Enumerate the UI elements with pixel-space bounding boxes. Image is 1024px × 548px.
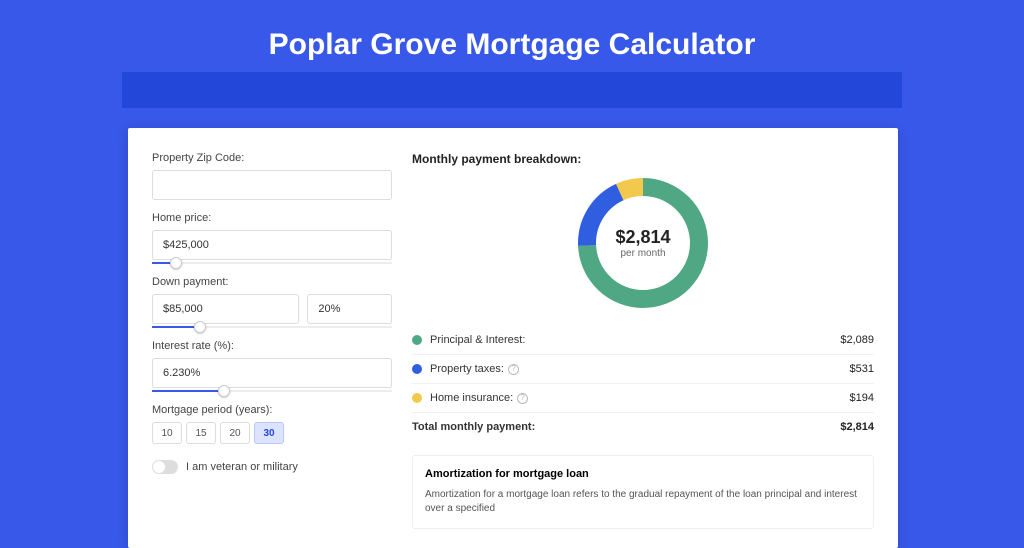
donut-sub: per month bbox=[620, 248, 665, 259]
total-label: Total monthly payment: bbox=[412, 421, 840, 433]
legend-value: $531 bbox=[850, 363, 874, 375]
period-option-15[interactable]: 15 bbox=[186, 422, 216, 444]
zip-label: Property Zip Code: bbox=[152, 152, 392, 164]
legend-value: $194 bbox=[850, 392, 874, 404]
down-payment-amount-input[interactable] bbox=[152, 294, 299, 324]
calculator-card: Property Zip Code: Home price: Down paym… bbox=[128, 128, 898, 548]
legend-label: Principal & Interest: bbox=[430, 334, 840, 346]
veteran-label: I am veteran or military bbox=[186, 461, 298, 473]
info-icon[interactable]: ? bbox=[508, 364, 519, 375]
period-label: Mortgage period (years): bbox=[152, 404, 392, 416]
amortization-title: Amortization for mortgage loan bbox=[425, 468, 861, 480]
down-payment-label: Down payment: bbox=[152, 276, 392, 288]
down-payment-slider[interactable] bbox=[152, 326, 392, 328]
total-row: Total monthly payment: $2,814 bbox=[412, 413, 874, 441]
down-payment-percent-input[interactable] bbox=[307, 294, 392, 324]
form-column: Property Zip Code: Home price: Down paym… bbox=[152, 152, 392, 524]
zip-input[interactable] bbox=[152, 170, 392, 200]
page-title: Poplar Grove Mortgage Calculator bbox=[0, 0, 1024, 72]
home-price-input[interactable] bbox=[152, 230, 392, 260]
legend-label: Home insurance:? bbox=[430, 392, 850, 404]
legend-label: Property taxes:? bbox=[430, 363, 850, 375]
breakdown-column: Monthly payment breakdown: $2,814 per mo… bbox=[412, 152, 874, 524]
legend-value: $2,089 bbox=[840, 334, 874, 346]
interest-label: Interest rate (%): bbox=[152, 340, 392, 352]
period-option-20[interactable]: 20 bbox=[220, 422, 250, 444]
veteran-toggle[interactable] bbox=[152, 460, 178, 474]
header-bar bbox=[122, 72, 902, 108]
interest-input[interactable] bbox=[152, 358, 392, 388]
breakdown-title: Monthly payment breakdown: bbox=[412, 152, 874, 166]
legend-row: Property taxes:?$531 bbox=[412, 355, 874, 384]
donut-amount: $2,814 bbox=[615, 227, 670, 248]
zip-field: Property Zip Code: bbox=[152, 152, 392, 200]
down-payment-field: Down payment: bbox=[152, 276, 392, 328]
period-option-10[interactable]: 10 bbox=[152, 422, 182, 444]
total-value: $2,814 bbox=[840, 421, 874, 433]
legend-dot-icon bbox=[412, 364, 422, 374]
legend-row: Principal & Interest:$2,089 bbox=[412, 326, 874, 355]
legend-dot-icon bbox=[412, 393, 422, 403]
period-option-30[interactable]: 30 bbox=[254, 422, 284, 444]
amortization-box: Amortization for mortgage loan Amortizat… bbox=[412, 455, 874, 529]
legend-dot-icon bbox=[412, 335, 422, 345]
period-field: Mortgage period (years): 10152030 bbox=[152, 404, 392, 444]
home-price-label: Home price: bbox=[152, 212, 392, 224]
donut-chart: $2,814 per month bbox=[412, 178, 874, 308]
info-icon[interactable]: ? bbox=[517, 393, 528, 404]
interest-slider[interactable] bbox=[152, 390, 392, 392]
home-price-slider[interactable] bbox=[152, 262, 392, 264]
legend-row: Home insurance:?$194 bbox=[412, 384, 874, 413]
interest-field: Interest rate (%): bbox=[152, 340, 392, 392]
home-price-field: Home price: bbox=[152, 212, 392, 264]
veteran-row: I am veteran or military bbox=[152, 460, 392, 474]
